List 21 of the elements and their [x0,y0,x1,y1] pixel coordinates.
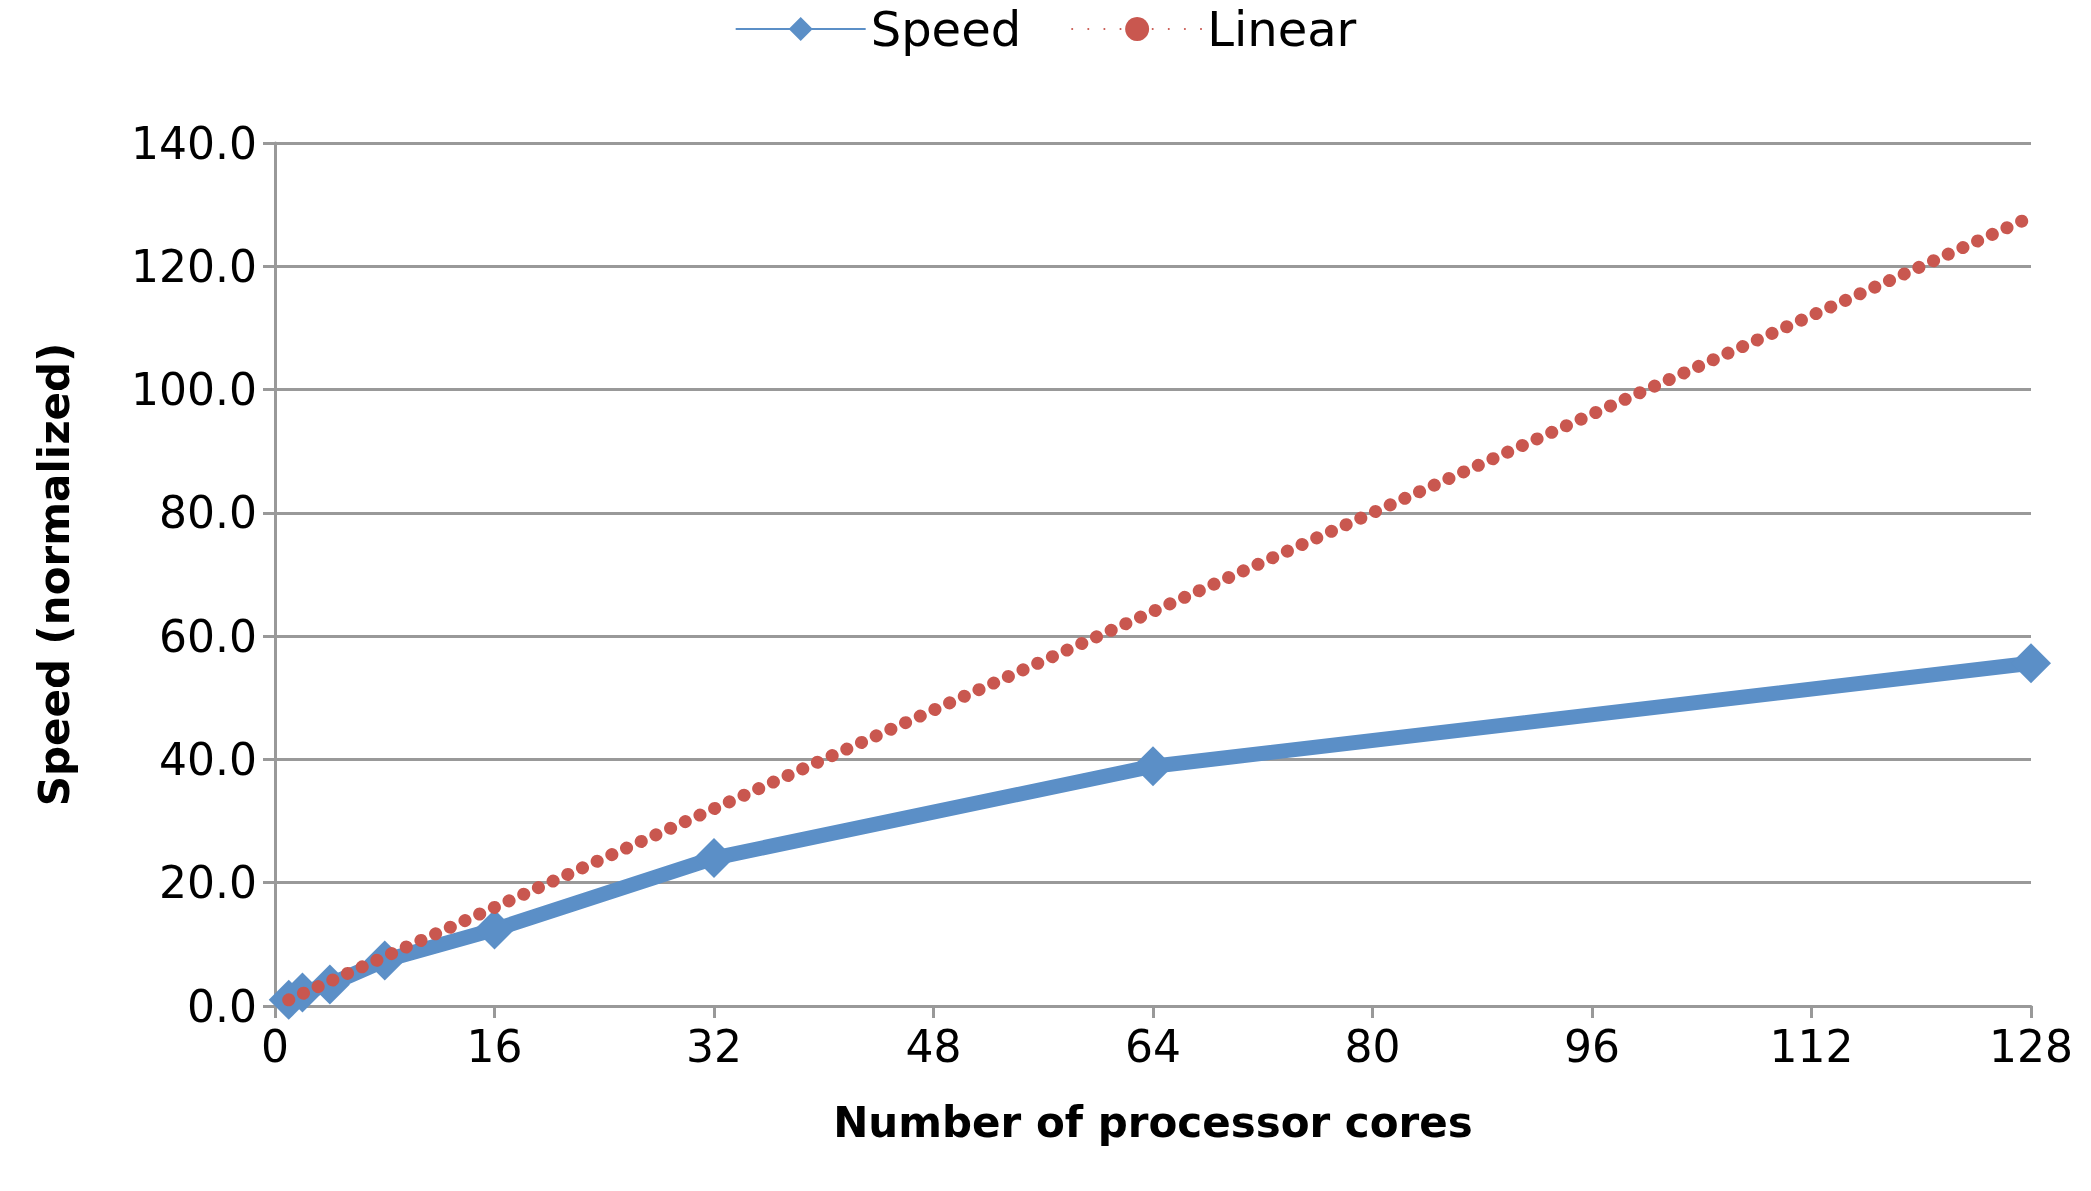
x-tick-label: 80 [1344,1020,1401,1072]
x-axis-title: Number of processor cores [833,1097,1473,1147]
y-tick-label: 120.0 [131,240,257,292]
y-tick-label: 0.0 [187,980,257,1032]
y-tick-label: 60.0 [159,610,257,662]
y-tick-label: 80.0 [159,487,257,539]
x-tick-label: 128 [1989,1020,2073,1072]
y-axis-title: Speed (normalized) [29,342,79,807]
x-tick-label: 48 [905,1020,962,1072]
legend-label: Linear [1207,1,1357,57]
y-tick-label: 40.0 [159,733,257,785]
x-tick-label: 16 [466,1020,523,1072]
x-tick-label: 112 [1769,1020,1854,1072]
legend-label: Speed [870,1,1022,57]
y-tick-label: 20.0 [159,857,257,909]
x-tick-label: 64 [1125,1020,1181,1072]
y-tick-label: 140.0 [131,117,257,169]
x-tick-label: 0 [261,1020,289,1072]
x-tick-label: 32 [686,1020,742,1072]
y-tick-label: 100.0 [131,364,257,416]
x-tick-label: 96 [1564,1020,1620,1072]
